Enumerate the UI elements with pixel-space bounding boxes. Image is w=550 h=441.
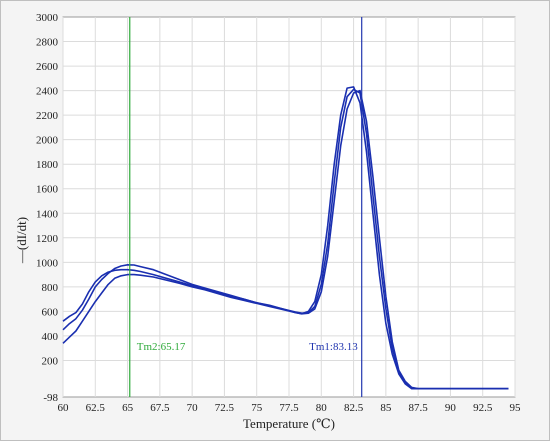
series-lines — [62, 86, 509, 390]
tm-markers: Tm2:65.17 Tm1:83.13 — [129, 17, 363, 397]
y-tick-label: 2400 — [36, 86, 59, 98]
x-tick-label: 65 — [122, 402, 134, 414]
x-tick-label: 70 — [187, 402, 199, 414]
y-tick-label: 3000 — [36, 12, 59, 24]
x-axis-title: Temperature (℃) — [243, 416, 335, 431]
y-tick-label: 1800 — [36, 159, 59, 171]
y-tick-label: 800 — [42, 282, 59, 294]
x-tick-label: 77.5 — [279, 402, 299, 414]
y-tick-label: 1200 — [36, 233, 59, 245]
x-tick-label: 85 — [380, 402, 392, 414]
x-tick-label: 67.5 — [150, 402, 170, 414]
x-tick-labels: 60 62.5 65 67.5 70 72.5 75 77.5 80 82.5 85 87.5 90 92… — [58, 402, 522, 414]
x-tick-label: 95 — [510, 402, 522, 414]
y-tick-label: 600 — [42, 306, 59, 318]
y-tick-label: 1000 — [36, 257, 59, 269]
x-tick-label: 92.5 — [473, 402, 493, 414]
x-tick-label: 82.5 — [344, 402, 364, 414]
y-tick-label: 1600 — [36, 184, 59, 196]
y-tick-label: 200 — [42, 355, 59, 367]
x-tick-label: 87.5 — [409, 402, 429, 414]
y-tick-labels: -98 200 400 600 800 1000 1200 1400 1600 1800 2000 2… — [36, 12, 59, 404]
y-axis-title: —(dI/dt) — [14, 217, 29, 264]
y-tick-label: 2600 — [36, 61, 59, 73]
x-tick-label: 75 — [251, 402, 263, 414]
gridlines — [62, 17, 516, 397]
y-tick-label: 2000 — [36, 135, 59, 147]
y-tick-label: 2200 — [36, 110, 59, 122]
y-tick-label: 1400 — [36, 208, 59, 220]
x-tick-label: 90 — [445, 402, 457, 414]
x-tick-label: 60 — [58, 402, 70, 414]
x-tick-label: 62.5 — [86, 402, 106, 414]
tm-marker-label-2: Tm1:83.13 — [309, 341, 358, 353]
tm-marker-label-1: Tm2:65.17 — [137, 341, 186, 353]
x-tick-label: 80 — [316, 402, 328, 414]
y-tick-label: 2800 — [36, 37, 59, 49]
series-line-3 — [62, 89, 509, 390]
y-tick-label: 400 — [42, 331, 59, 343]
x-tick-label: 72.5 — [215, 402, 235, 414]
y-tick-label: -98 — [43, 392, 58, 404]
